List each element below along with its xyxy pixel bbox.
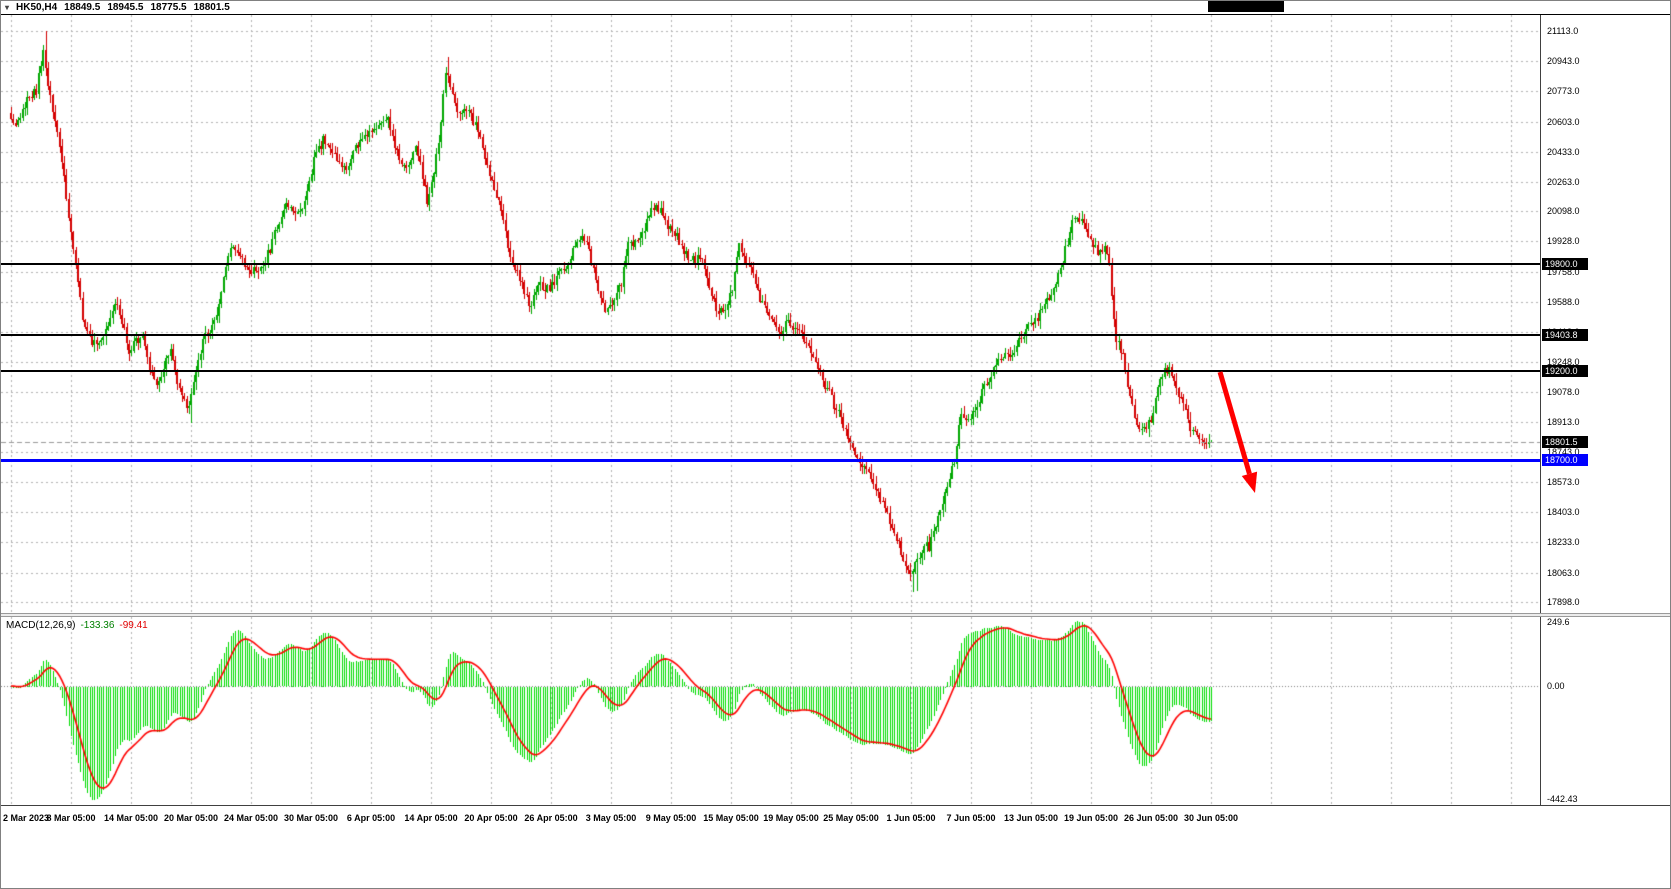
price-axis-label: 21113.0 xyxy=(1547,25,1579,36)
ohlc-low: 18775.5 xyxy=(150,2,187,13)
horizontal-level-lines xyxy=(1,1,1540,888)
pane-splitter[interactable] xyxy=(1,613,1670,617)
time-axis[interactable]: 2 Mar 2023 8 Mar 05:00 14 Mar 05:00 20 Mar … xyxy=(1,805,1670,833)
price-level-badge: 18700.0 xyxy=(1542,453,1588,466)
price-axis-label: 20263.0 xyxy=(1547,176,1580,187)
time-axis-label: 9 May 05:00 xyxy=(645,813,697,823)
horizontal-line-19403.8[interactable] xyxy=(1,333,1540,336)
price-axis-label: 18573.0 xyxy=(1547,477,1580,488)
price-chart-canvas[interactable] xyxy=(1,15,1540,613)
ohlc-close: 18801.5 xyxy=(193,2,230,13)
price-axis-label: 20433.0 xyxy=(1547,146,1580,157)
price-axis-label: 20098.0 xyxy=(1547,206,1580,217)
macd-axis-label: 249.6 xyxy=(1547,617,1570,628)
macd-axis-label: -442.43 xyxy=(1547,794,1578,805)
time-axis-label: 19 May 05:00 xyxy=(763,813,819,823)
price-axis[interactable]: 21113.0 20943.0 20773.0 20603.0 20433.0 20263… xyxy=(1540,15,1670,805)
time-axis-label: 2 Mar 2023 xyxy=(3,813,50,823)
price-axis-label: 19078.0 xyxy=(1547,387,1580,398)
macd-name: MACD(12,26,9) xyxy=(6,620,76,631)
down-arrow-annotation[interactable] xyxy=(1186,346,1286,516)
price-level-badge: 19800.0 xyxy=(1542,258,1588,271)
macd-axis-label: 0.00 xyxy=(1547,681,1565,692)
chart-dropdown-icon[interactable]: ▾ xyxy=(5,3,10,12)
price-axis-label: 20773.0 xyxy=(1547,86,1580,97)
price-axis-label: 19248.0 xyxy=(1547,357,1580,368)
time-axis-label: 20 Mar 05:00 xyxy=(163,813,219,823)
price-axis-label: 19758.0 xyxy=(1547,266,1580,277)
macd-signal-value: -99.41 xyxy=(119,620,148,631)
time-axis-label: 1 Jun 05:00 xyxy=(886,813,936,823)
price-axis-label: 19928.0 xyxy=(1547,236,1580,247)
time-axis-label: 20 Apr 05:00 xyxy=(464,813,518,823)
price-axis-label: 18233.0 xyxy=(1547,537,1580,548)
ohlc-high: 18945.5 xyxy=(107,2,144,13)
time-axis-label: 26 Jun 05:00 xyxy=(1123,813,1179,823)
ohlc-open: 18849.5 xyxy=(64,2,101,13)
time-axis-label: 8 Mar 05:00 xyxy=(46,813,96,823)
time-axis-label: 13 Jun 05:00 xyxy=(1003,813,1059,823)
time-axis-label: 7 Jun 05:00 xyxy=(946,813,996,823)
horizontal-line-19800[interactable] xyxy=(1,263,1540,266)
time-axis-label: 14 Apr 05:00 xyxy=(404,813,458,823)
time-axis-label: 19 Jun 05:00 xyxy=(1063,813,1119,823)
price-axis-label: 20943.0 xyxy=(1547,56,1580,67)
time-axis-label: 3 May 05:00 xyxy=(585,813,637,823)
chart-info-bar: ▾ HK50,H4 18849.5 18945.5 18775.5 18801.… xyxy=(1,1,1670,15)
top-right-marker xyxy=(1208,1,1284,12)
time-axis-label: 25 May 05:00 xyxy=(823,813,879,823)
price-level-badge: 19403.8 xyxy=(1542,328,1588,341)
price-axis-label: 18403.0 xyxy=(1547,507,1580,518)
price-axis-label: 18063.0 xyxy=(1547,567,1580,578)
time-axis-label: 30 Mar 05:00 xyxy=(283,813,339,823)
time-axis-label: 24 Mar 05:00 xyxy=(223,813,279,823)
horizontal-line-19200[interactable] xyxy=(1,369,1540,372)
price-level-badge: 19200.0 xyxy=(1542,364,1588,377)
price-axis-label: 20603.0 xyxy=(1547,116,1580,127)
time-axis-label: 14 Mar 05:00 xyxy=(103,813,159,823)
symbol-timeframe-label: HK50,H4 xyxy=(16,2,58,13)
price-level-badge: 18801.5 xyxy=(1542,435,1588,448)
price-axis-label: 18743.0 xyxy=(1547,446,1580,457)
price-axis-label: 17898.0 xyxy=(1547,596,1580,607)
arrow-shaft xyxy=(1217,371,1252,475)
time-axis-label: 6 Apr 05:00 xyxy=(346,813,396,823)
arrow-head-icon xyxy=(1241,471,1258,493)
macd-indicator-label: MACD(12,26,9) -133.36 -99.41 xyxy=(6,620,148,631)
time-axis-label: 15 May 05:00 xyxy=(703,813,759,823)
macd-indicator-canvas[interactable] xyxy=(1,617,1540,805)
price-axis-label: 19588.0 xyxy=(1547,296,1580,307)
price-axis-label: 18913.0 xyxy=(1547,416,1580,427)
time-axis-label: 26 Apr 05:00 xyxy=(524,813,578,823)
horizontal-line-18700[interactable] xyxy=(1,458,1540,462)
time-axis-label: 30 Jun 05:00 xyxy=(1183,813,1239,823)
macd-main-value: -133.36 xyxy=(80,620,115,631)
